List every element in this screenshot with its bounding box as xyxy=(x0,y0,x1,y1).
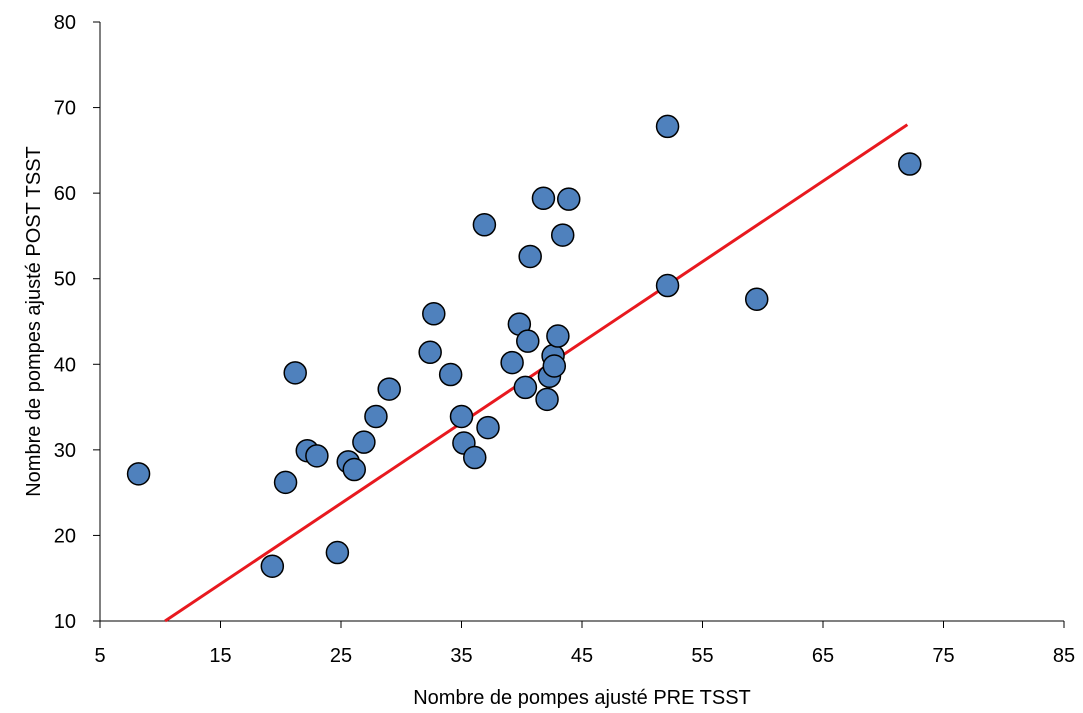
data-point xyxy=(744,287,769,312)
x-tick-label: 45 xyxy=(571,645,593,667)
y-tick-label: 80 xyxy=(54,12,76,34)
data-point xyxy=(516,329,540,353)
data-point xyxy=(472,213,497,237)
data-point xyxy=(550,223,575,247)
x-tick-label: 25 xyxy=(330,645,352,667)
y-tick-label: 60 xyxy=(54,183,76,205)
x-tick-label: 5 xyxy=(94,645,105,667)
data-points xyxy=(126,114,922,578)
x-axis-label: Nombre de pompes ajusté PRE TSST xyxy=(413,687,751,709)
data-point xyxy=(352,430,376,454)
data-point xyxy=(542,354,567,378)
trendline xyxy=(164,123,909,623)
data-point xyxy=(449,404,474,429)
data-point xyxy=(476,415,500,440)
data-point xyxy=(418,340,442,365)
data-point xyxy=(518,244,542,269)
x-tick-label: 65 xyxy=(812,645,834,667)
x-tick-label: 15 xyxy=(209,645,231,667)
x-ticks: 5 15 25 35 45 55 65 75 85 xyxy=(94,621,1075,667)
data-point xyxy=(535,387,559,412)
x-tick-label: 85 xyxy=(1053,645,1075,667)
y-tick-label: 20 xyxy=(54,525,76,547)
data-point xyxy=(898,152,922,176)
data-point xyxy=(531,186,556,211)
data-point xyxy=(377,377,401,401)
data-point xyxy=(513,375,538,400)
data-point xyxy=(126,462,151,486)
y-tick-label: 10 xyxy=(54,611,76,633)
data-point xyxy=(655,273,680,298)
data-point xyxy=(283,361,307,385)
y-axis-label: Nombre de pompes ajusté POST TSST xyxy=(23,146,45,497)
axes xyxy=(99,22,1064,622)
x-tick-label: 75 xyxy=(932,645,954,667)
data-point xyxy=(305,444,329,468)
data-point xyxy=(500,350,524,375)
data-point xyxy=(556,187,581,211)
y-tick-label: 70 xyxy=(54,98,76,120)
data-point xyxy=(273,470,298,495)
data-point xyxy=(260,554,285,578)
data-point xyxy=(364,404,388,429)
data-point xyxy=(342,457,367,482)
data-point xyxy=(438,362,463,387)
x-tick-label: 55 xyxy=(691,645,713,667)
data-point xyxy=(325,540,350,565)
data-point xyxy=(546,324,570,348)
data-point xyxy=(655,114,680,139)
x-tick-label: 35 xyxy=(450,645,472,667)
y-tick-label: 40 xyxy=(54,354,76,376)
data-point xyxy=(463,445,487,470)
y-tick-label: 30 xyxy=(54,440,76,462)
y-tick-label: 50 xyxy=(54,269,76,291)
y-ticks: 10 20 30 40 50 60 70 80 xyxy=(54,12,100,633)
data-point xyxy=(422,302,446,326)
